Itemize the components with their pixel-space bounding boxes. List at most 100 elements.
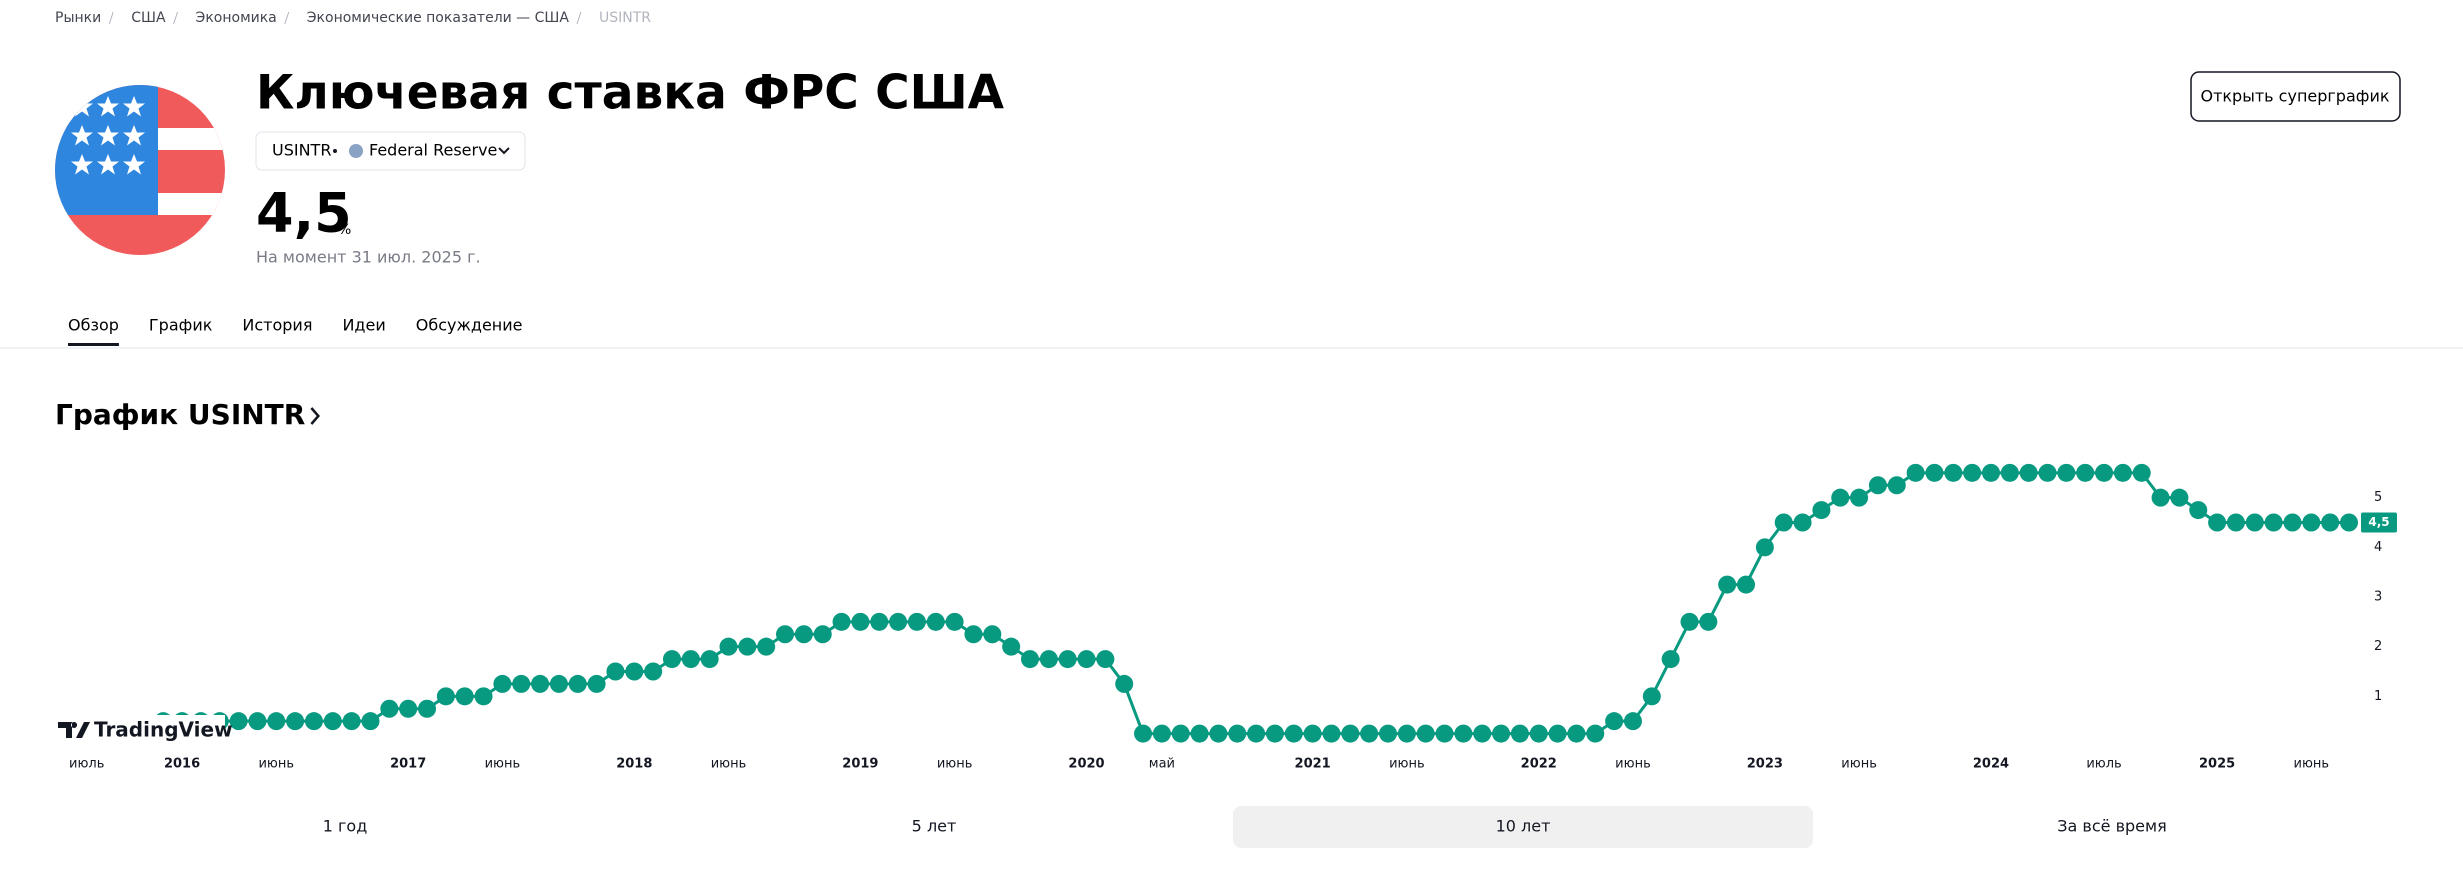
point [1228,724,1247,743]
point [1190,724,1209,743]
x-tick-label: 2018 [616,757,652,772]
tab[interactable]: График [149,316,213,335]
point [1322,724,1341,743]
y-tick-label: 4 [2374,540,2382,555]
point [1737,575,1756,594]
point [1058,650,1077,669]
tabs: Обзор График История Идеи Обсуждение [68,316,523,346]
point [2076,463,2095,482]
point [399,699,418,718]
date: На момент 31 июл. 2025 г. [256,248,481,267]
range-selector: 1 год 5 лет 10 лет За всё время [323,806,2167,848]
point [418,699,437,718]
point [2302,513,2321,532]
x-tick-label: июнь [1841,757,1877,772]
breadcrumb[interactable]: США [131,10,166,26]
point [1642,687,1661,706]
point [1096,650,1115,669]
tab[interactable]: Идеи [342,316,385,335]
point [1699,612,1718,631]
point [1209,724,1228,743]
point [380,699,399,718]
x-tick-label: 2020 [1068,757,1104,772]
point [286,712,305,731]
point [1435,724,1454,743]
tab[interactable]: Обсуждение [416,316,523,335]
point [870,612,889,631]
line [69,471,2349,736]
source: Federal Reserve [369,141,497,160]
point [945,612,964,631]
point [644,662,663,681]
breadcrumb[interactable]: Экономика [196,10,277,26]
y-tick-label: 1 [2374,689,2382,704]
point [889,612,908,631]
section-chevron [310,407,321,425]
point [1850,488,1869,507]
point [1887,476,1906,495]
point [2283,513,2302,532]
point [436,687,455,706]
value: 4,5 [256,182,352,245]
point [964,625,983,644]
point [2170,488,2189,507]
point [361,712,380,731]
point [1397,724,1416,743]
point [1868,476,1887,495]
x-tick-label: июнь [485,757,521,772]
point [606,662,625,681]
range-button[interactable]: 10 лет [1496,817,1551,836]
point [2226,513,2245,532]
point [549,674,568,693]
point [1718,575,1737,594]
x-tick-label: июнь [937,757,973,772]
point [700,650,719,669]
flag [55,85,225,255]
point [662,650,681,669]
super-chart-button[interactable] [2190,71,2401,122]
y-tick-label: 2 [2374,639,2382,654]
button-label: Открыть суперграфик [2200,87,2389,106]
point [1623,712,1642,731]
point [2208,513,2227,532]
range-button[interactable]: 1 год [323,817,368,836]
breadcrumb[interactable]: Экономические показатели — США [307,10,570,26]
point [851,612,870,631]
point [1115,674,1134,693]
range-button[interactable]: 5 лет [912,817,957,836]
point [474,687,493,706]
point [1586,724,1605,743]
x-tick-label: июнь [1615,757,1651,772]
symbol-pill[interactable] [255,131,526,171]
source-icon [349,144,363,158]
breadcrumb[interactable]: Рынки [55,10,101,26]
x-tick-label: июль [2086,757,2121,772]
x-tick-label: 2019 [842,757,878,772]
point [1755,538,1774,557]
point [1981,463,2000,482]
point [2264,513,2283,532]
point [493,674,512,693]
point [304,712,323,731]
breadcrumbs: Рынки США Экономика Экономические показател… [55,10,651,26]
point [983,625,1002,644]
point [1831,488,1850,507]
section-title[interactable]: График USINTR [55,398,305,431]
point [776,625,795,644]
point [2151,488,2170,507]
tab[interactable]: История [242,316,312,335]
point [1661,650,1680,669]
point [455,687,474,706]
point [1265,724,1284,743]
point [907,612,926,631]
x-tick-label: 2022 [1521,757,1557,772]
point [1247,724,1266,743]
tab[interactable]: Обзор [68,316,119,335]
x-tick-label: 2025 [2199,757,2235,772]
range-button[interactable]: За всё время [2057,817,2166,836]
point [1774,513,1793,532]
breadcrumb: USINTR [599,10,651,26]
tab-underline [68,343,119,346]
x-tick-label: 2017 [390,757,426,772]
point [2189,501,2208,520]
